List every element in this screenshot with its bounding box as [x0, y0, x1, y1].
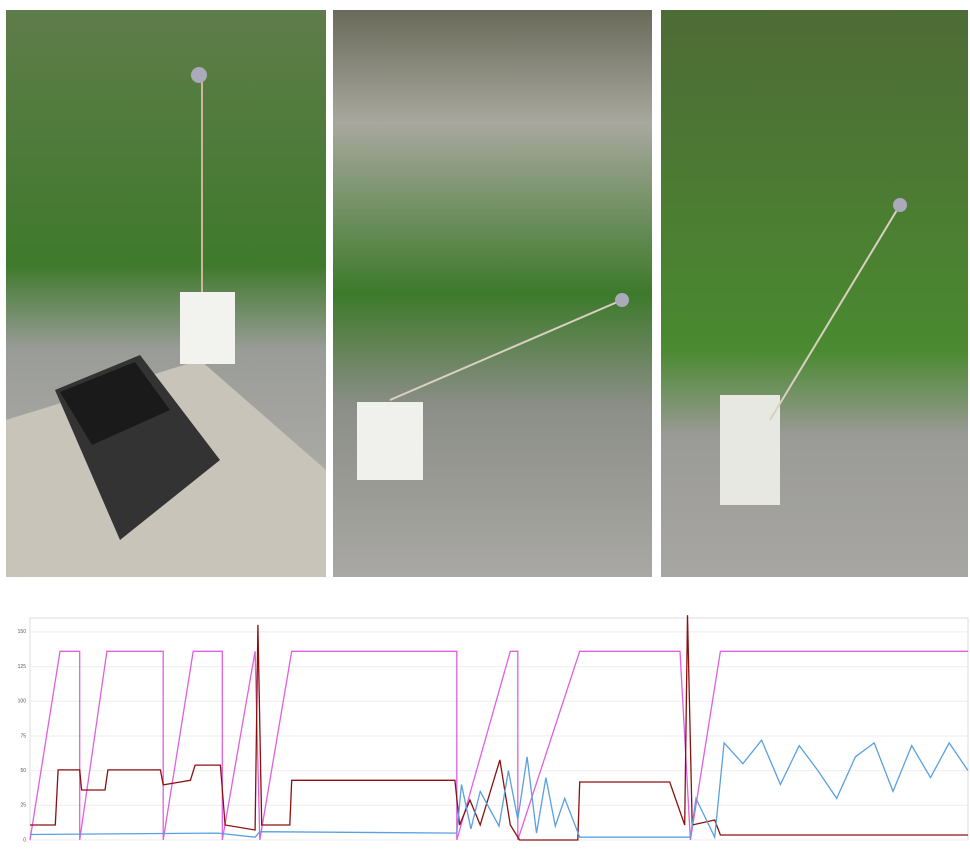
photo-3 [661, 10, 968, 577]
series-line [30, 651, 968, 840]
page: 0255075100125150 (() => { const data = J… [0, 0, 970, 846]
photo-1 [6, 10, 326, 577]
y-tick-label: 150 [18, 629, 27, 635]
figure: 0 25 50 75 100 125 150 [0, 0, 970, 846]
series-line [30, 615, 968, 840]
y-tick-label: 50 [20, 768, 26, 774]
y-tick-label: 75 [20, 733, 26, 739]
photo-2 [333, 10, 652, 577]
y-tick-label: 125 [18, 664, 27, 670]
y-tick-label: 0 [23, 837, 26, 843]
y-tick-label: 25 [20, 803, 26, 809]
series-line [30, 740, 968, 837]
y-tick-label: 100 [18, 699, 27, 705]
